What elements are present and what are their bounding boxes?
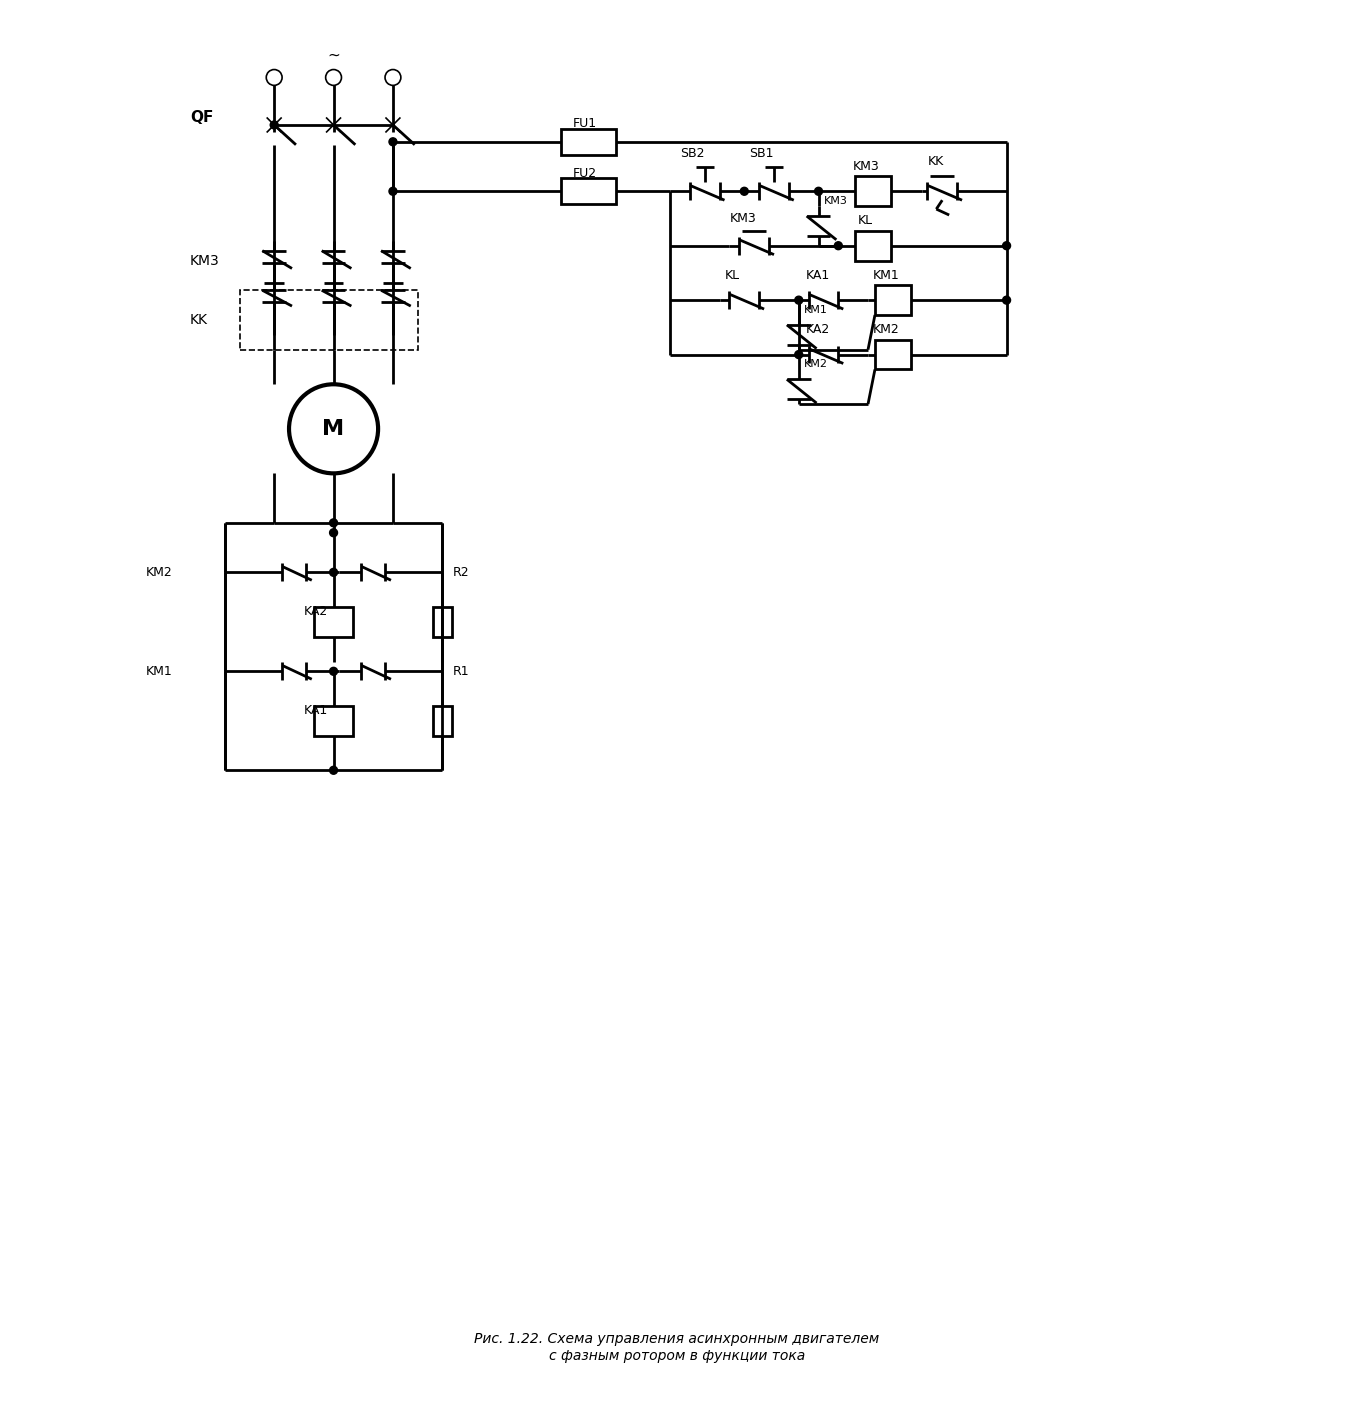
Circle shape [329,518,337,527]
Circle shape [329,667,337,675]
Text: R2: R2 [452,566,468,579]
Text: KA2: KA2 [303,605,328,618]
Circle shape [389,137,397,146]
Circle shape [385,70,401,85]
Text: KM2: KM2 [804,360,827,370]
Text: FU1: FU1 [573,118,597,130]
Bar [875,286,911,315]
Bar [432,706,452,736]
Circle shape [741,188,749,195]
Text: FU2: FU2 [573,167,597,179]
Circle shape [815,188,822,195]
Circle shape [326,70,341,85]
Text: KM3: KM3 [730,212,756,224]
Text: KL: KL [858,214,873,227]
Text: KA2: KA2 [806,324,830,336]
Text: KM1: KM1 [145,665,172,678]
Circle shape [329,766,337,775]
Bar [561,178,616,205]
Text: KA1: KA1 [303,705,328,717]
Bar [314,706,353,736]
Bar [856,177,891,206]
Circle shape [834,242,842,249]
Text: KM3: KM3 [853,160,880,174]
Text: QF: QF [190,109,214,125]
Text: SB2: SB2 [680,147,704,160]
Circle shape [795,350,803,359]
Text: ~: ~ [328,48,340,63]
Circle shape [1002,296,1010,304]
Circle shape [271,120,278,129]
Text: M: M [322,419,345,439]
Bar [561,129,616,154]
Text: R1: R1 [452,665,468,678]
Text: Рис. 1.22. Схема управления асинхронным двигателем: Рис. 1.22. Схема управления асинхронным … [474,1332,880,1346]
Bar [432,607,452,636]
Circle shape [1002,242,1010,249]
Circle shape [288,384,378,474]
Circle shape [329,569,337,576]
Text: SB1: SB1 [749,147,773,160]
Text: KM2: KM2 [145,566,172,579]
Text: KM3: KM3 [190,254,219,268]
Text: KA1: KA1 [806,269,830,282]
Bar [314,607,353,636]
Text: KM2: KM2 [873,324,899,336]
Bar [875,339,911,370]
Circle shape [267,70,282,85]
Text: KL: KL [724,269,739,282]
Circle shape [329,528,337,537]
Text: KK: KK [927,156,944,168]
Bar [240,290,417,350]
Text: с фазным ротором в функции тока: с фазным ротором в функции тока [548,1349,806,1363]
Text: KM1: KM1 [873,269,899,282]
Circle shape [389,188,397,195]
Text: KK: KK [190,312,209,326]
Bar [856,231,891,261]
Text: KM1: KM1 [804,305,827,315]
Text: KM3: KM3 [823,196,848,206]
Circle shape [795,296,803,304]
